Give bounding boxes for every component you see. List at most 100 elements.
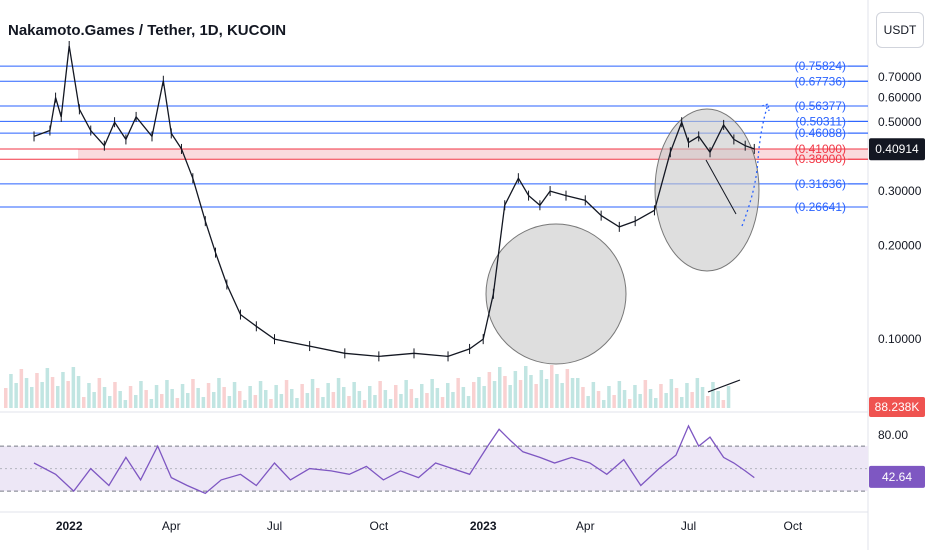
volume-bar xyxy=(399,394,403,408)
volume-bar xyxy=(50,377,55,408)
volume-bar xyxy=(310,379,315,408)
projection-arrowhead xyxy=(761,103,770,112)
volume-bar xyxy=(555,374,559,408)
level-label: (0.26641) xyxy=(795,200,846,214)
volume-bar xyxy=(669,379,674,408)
volume-bar xyxy=(144,390,148,408)
volume-bar xyxy=(243,400,247,408)
volume-bar xyxy=(342,387,346,408)
volume-bar xyxy=(487,372,492,408)
volume-bar xyxy=(14,383,18,408)
price-axis-tick: 0.60000 xyxy=(878,91,922,105)
volume-bar xyxy=(638,394,642,408)
volume-bar xyxy=(316,388,320,408)
price-axis-tick: 0.20000 xyxy=(878,239,922,253)
volume-bar xyxy=(30,387,34,408)
level-label: (0.75824) xyxy=(795,59,846,73)
volume-bar xyxy=(290,389,294,408)
volume-bar xyxy=(404,380,408,408)
volume-bar xyxy=(201,397,206,408)
volume-bar xyxy=(628,399,632,408)
volume-bar xyxy=(674,388,679,408)
volume-bar xyxy=(446,383,450,408)
volume-bar xyxy=(451,392,455,408)
volume-bar xyxy=(175,398,180,408)
volume-bar xyxy=(503,376,507,408)
volume-bar xyxy=(664,393,668,408)
volume-bar xyxy=(186,393,190,408)
volume-bar xyxy=(373,395,377,408)
time-axis-tick: Jul xyxy=(267,519,282,533)
volume-bar xyxy=(477,377,481,408)
currency-selector-button[interactable]: USDT xyxy=(876,12,924,48)
volume-bar xyxy=(191,379,195,408)
volume-bar xyxy=(461,387,466,408)
time-axis-tick: Oct xyxy=(784,519,803,533)
volume-bar xyxy=(347,396,351,408)
support-zone xyxy=(78,148,868,160)
volume-bar xyxy=(4,388,8,408)
volume-bar xyxy=(498,367,502,408)
volume-bar xyxy=(368,386,372,408)
volume-bar xyxy=(706,396,710,408)
volume-bar xyxy=(633,385,637,408)
volume-bar xyxy=(602,400,606,408)
volume-trend-line xyxy=(707,379,741,393)
volume-bar xyxy=(149,399,154,408)
volume-bar xyxy=(570,378,575,408)
volume-bar xyxy=(659,384,663,408)
volume-bar xyxy=(524,366,528,408)
volume-bar xyxy=(472,382,476,408)
volume-bar xyxy=(19,369,24,408)
current-price-label: 0.40914 xyxy=(875,142,919,156)
rsi-series-line xyxy=(33,424,755,495)
level-label: (0.56377) xyxy=(795,99,846,113)
volume-bar xyxy=(534,384,538,408)
volume-bar xyxy=(232,382,237,408)
volume-bar xyxy=(196,388,200,408)
volume-bar xyxy=(508,385,512,408)
time-axis-tick: Apr xyxy=(162,519,181,533)
volume-bar xyxy=(456,378,460,408)
time-axis-tick: Oct xyxy=(370,519,389,533)
volume-bar xyxy=(279,394,284,408)
price-axis-tick: 0.50000 xyxy=(878,115,922,129)
volume-bar xyxy=(284,380,289,408)
volume-bar xyxy=(154,385,159,408)
volume-bar xyxy=(102,387,107,408)
volume-bar xyxy=(685,383,689,408)
volume-bar xyxy=(248,386,252,408)
volume-bar xyxy=(336,378,341,408)
volume-bar xyxy=(76,376,81,408)
volume-bar xyxy=(66,381,70,408)
volume-bar xyxy=(617,381,622,408)
projection-arrow xyxy=(741,103,769,227)
volume-bar xyxy=(700,387,705,408)
volume-bar xyxy=(560,383,564,408)
volume-bar xyxy=(160,394,164,408)
volume-value-label: 88.238K xyxy=(875,400,920,414)
volume-bar xyxy=(409,389,414,408)
chart-title: Nakamoto.Games / Tether, 1D, KUCOIN xyxy=(8,22,287,39)
time-axis-tick: Apr xyxy=(576,519,595,533)
time-axis-tick: 2022 xyxy=(56,519,83,533)
volume-bar xyxy=(482,386,486,408)
volume-bar xyxy=(581,387,585,408)
volume-bar xyxy=(362,400,367,408)
volume-bar xyxy=(264,390,268,408)
volume-bar xyxy=(711,382,715,408)
volume-bar xyxy=(326,383,330,408)
level-label: (0.38000) xyxy=(795,152,846,166)
volume-bar xyxy=(295,398,299,408)
volume-bar xyxy=(425,393,429,408)
volume-bar xyxy=(383,390,388,408)
volume-bar xyxy=(420,384,424,408)
volume-bar xyxy=(24,378,29,408)
volume-bar xyxy=(643,380,648,408)
rsi-value-badge xyxy=(869,465,925,488)
volume-bar xyxy=(82,397,86,408)
volume-bar xyxy=(321,397,325,408)
volume-bar xyxy=(591,382,596,408)
volume-bar xyxy=(680,397,684,408)
